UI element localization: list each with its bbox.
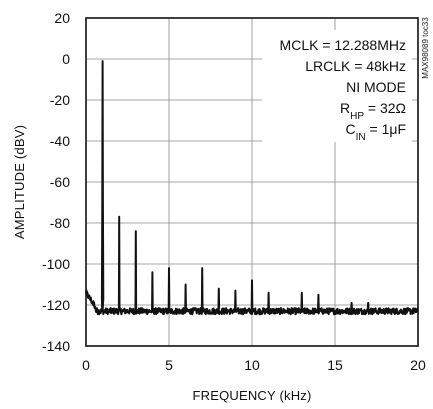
figure-id-watermark: MAX98089 toc33	[421, 17, 430, 79]
y-tick-label: 0	[62, 51, 70, 67]
annotation-block: MCLK = 12.288MHz LRCLK = 48kHz NI MODE RHP …	[280, 37, 406, 143]
x-axis-title: FREQUENCY (kHz)	[192, 388, 311, 403]
y-tick-label: 20	[54, 10, 70, 26]
x-tick-label: 0	[82, 357, 90, 373]
plot-frame	[85, 17, 419, 347]
y-axis-ticks: 20 0 -20 -40 -60 -80 -100 -120 -140	[42, 10, 70, 354]
x-tick-label: 10	[244, 357, 260, 373]
annotation-line: CIN = 1μF	[346, 121, 406, 143]
y-tick-label: -120	[42, 297, 70, 313]
y-tick-label: -60	[50, 174, 70, 190]
y-tick-label: -40	[50, 133, 70, 149]
annotation-line: LRCLK = 48kHz	[305, 58, 406, 74]
annotation-line: MCLK = 12.288MHz	[280, 37, 406, 53]
y-tick-label: -20	[50, 92, 70, 108]
spectrum-trace	[85, 60, 419, 316]
y-tick-label: -80	[50, 215, 70, 231]
y-axis-title: AMPLITUDE (dBV)	[12, 125, 27, 239]
annotation-line: NI MODE	[346, 79, 406, 95]
y-tick-label: -140	[42, 338, 70, 354]
annotation-box-bg	[262, 30, 412, 142]
x-axis-ticks: 0 5 10 15 20	[82, 357, 426, 373]
x-tick-label: 5	[165, 357, 173, 373]
x-tick-label: 20	[410, 357, 426, 373]
y-tick-label: -100	[42, 256, 70, 272]
annotation-line: RHP = 32Ω	[340, 100, 406, 122]
x-tick-label: 15	[327, 357, 343, 373]
